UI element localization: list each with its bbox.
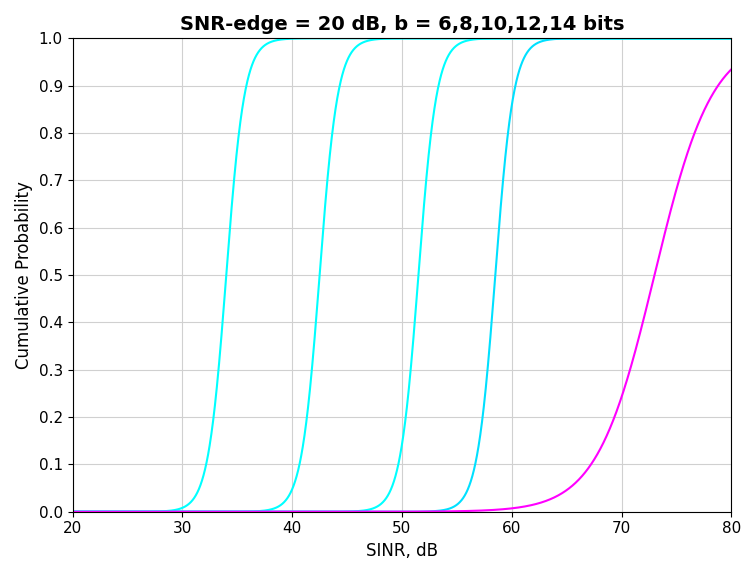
Y-axis label: Cumulative Probability: Cumulative Probability: [15, 181, 33, 369]
X-axis label: SINR, dB: SINR, dB: [366, 542, 438, 560]
Title: SNR-edge = 20 dB, b = 6,8,10,12,14 bits: SNR-edge = 20 dB, b = 6,8,10,12,14 bits: [180, 15, 624, 34]
